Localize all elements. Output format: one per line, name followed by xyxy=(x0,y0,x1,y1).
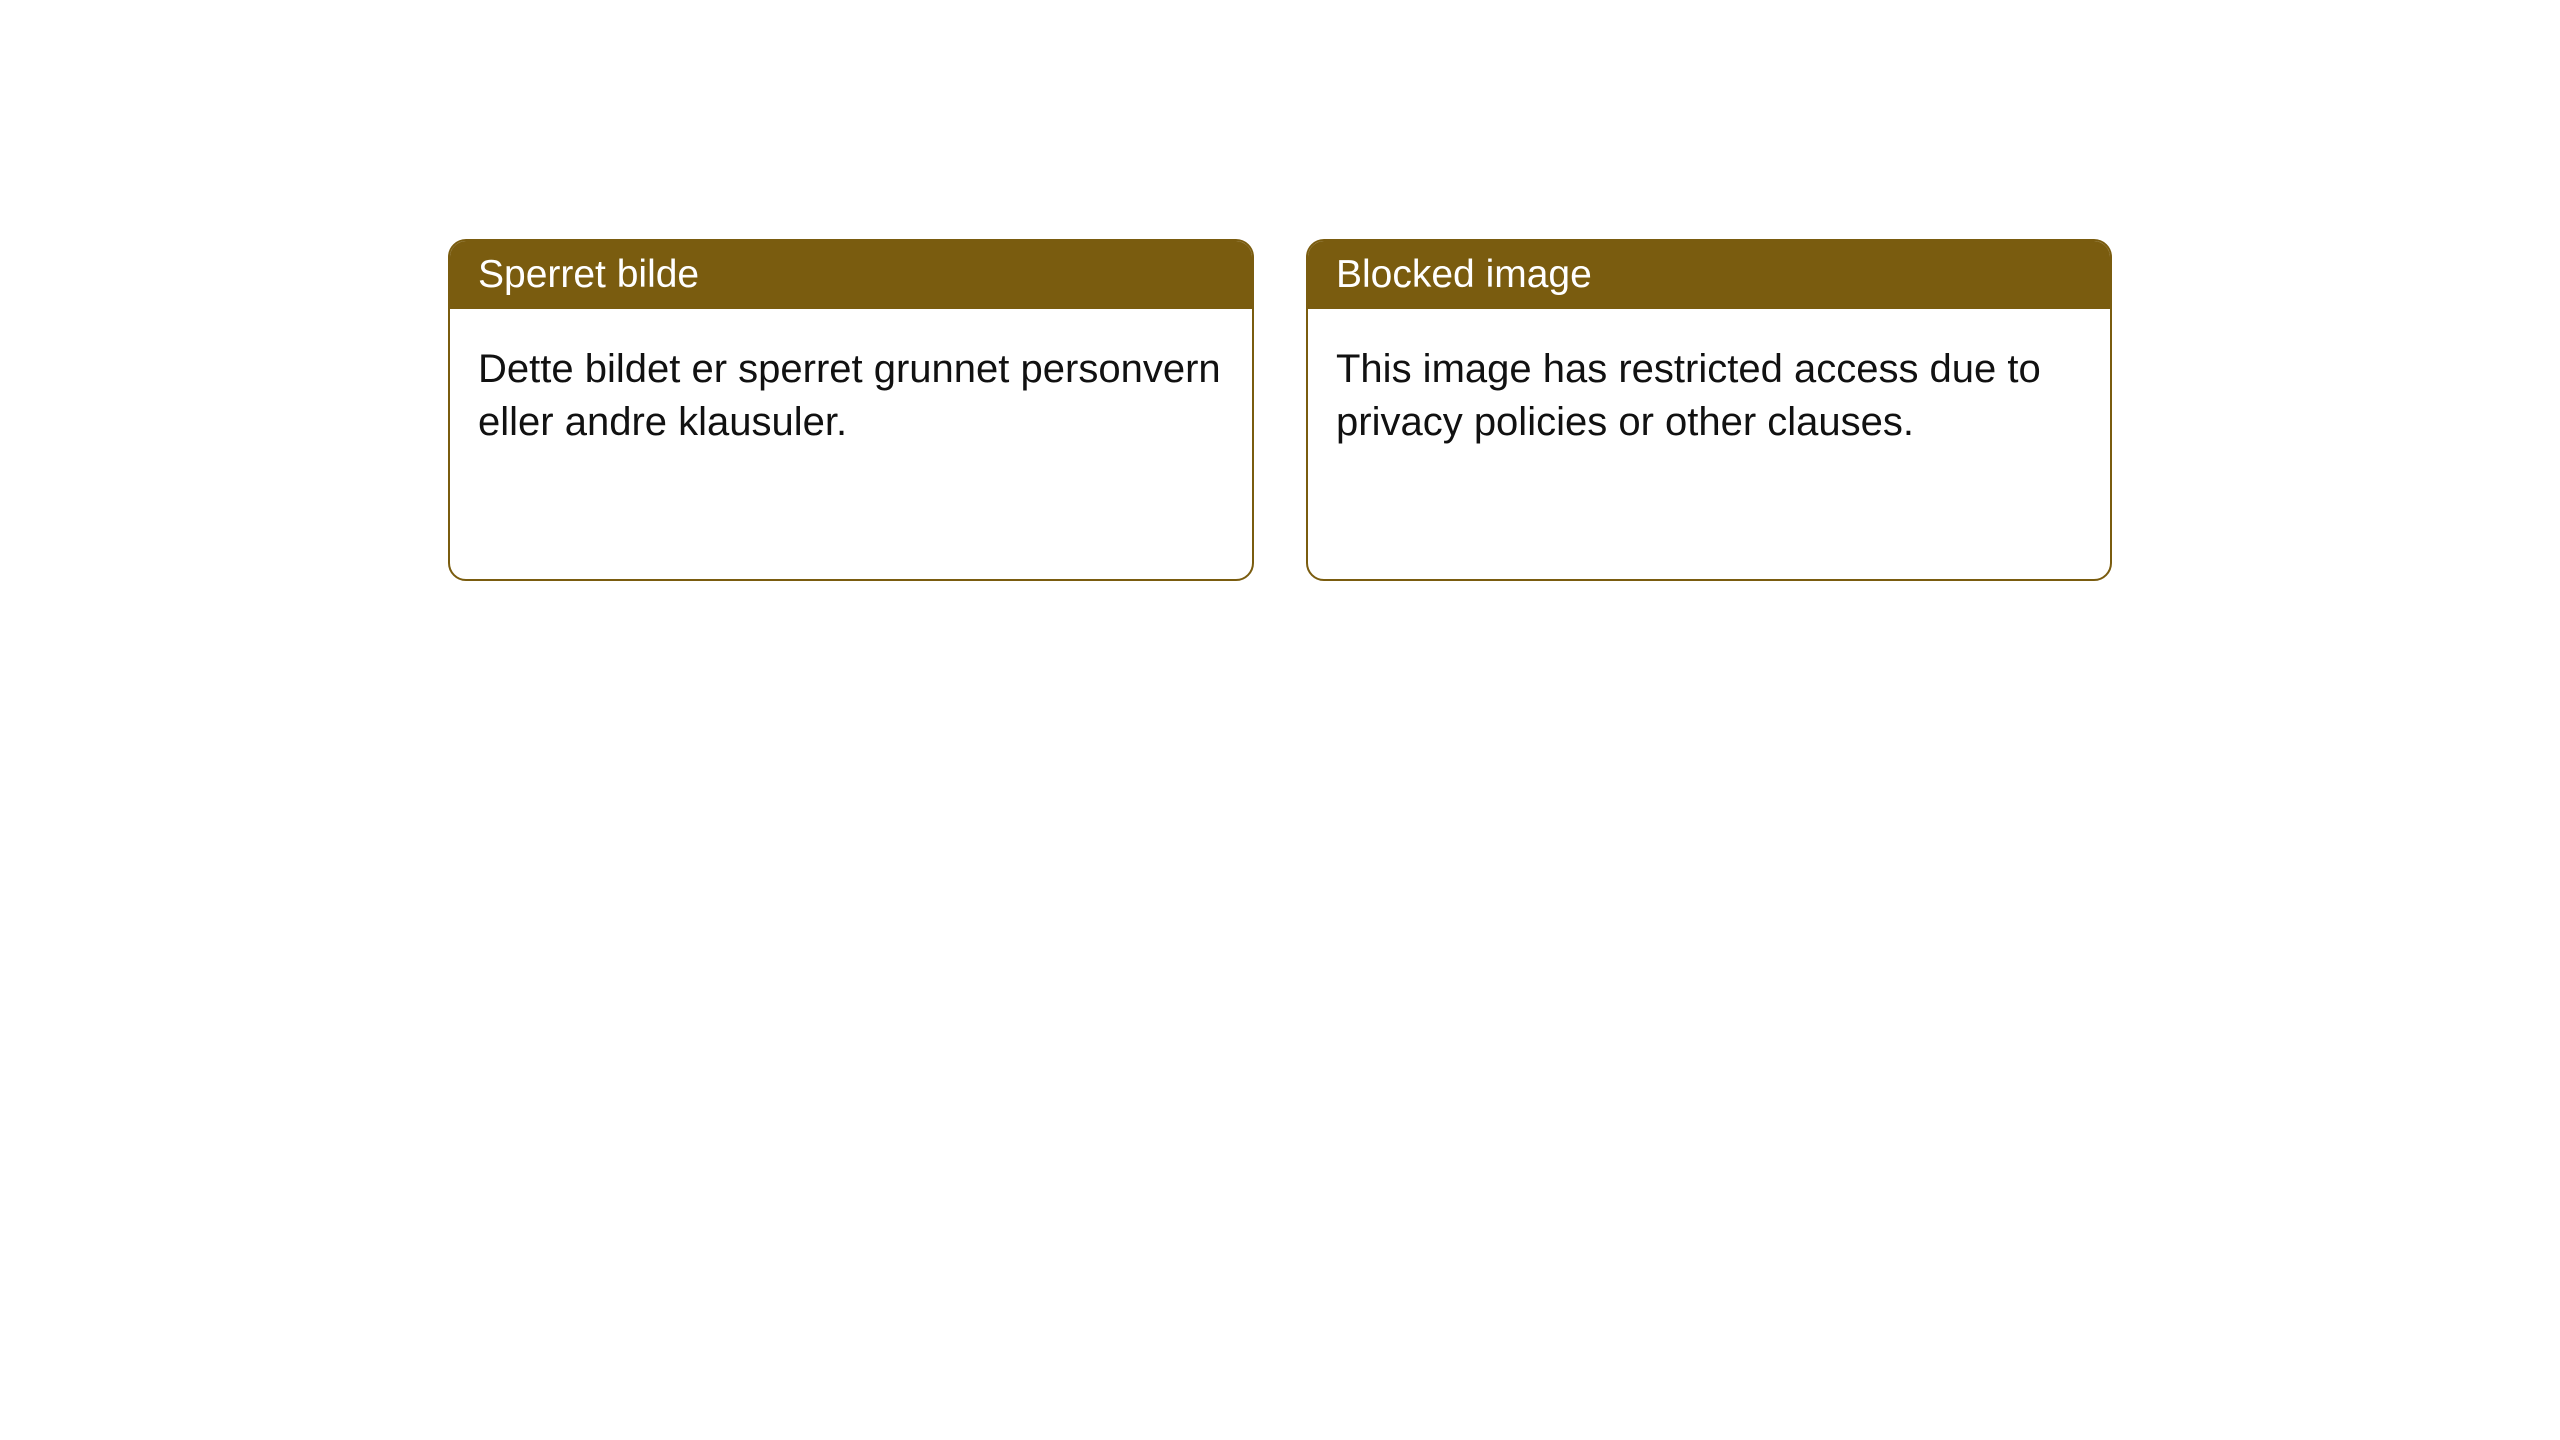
notice-title: Sperret bilde xyxy=(478,253,699,296)
notice-body: Dette bildet er sperret grunnet personve… xyxy=(450,309,1252,579)
notice-message: Dette bildet er sperret grunnet personve… xyxy=(478,347,1221,444)
notice-container: Sperret bilde Dette bildet er sperret gr… xyxy=(0,0,2560,581)
notice-message: This image has restricted access due to … xyxy=(1336,347,2041,444)
notice-card-english: Blocked image This image has restricted … xyxy=(1306,239,2112,581)
notice-header: Blocked image xyxy=(1308,241,2110,309)
notice-body: This image has restricted access due to … xyxy=(1308,309,2110,579)
notice-title: Blocked image xyxy=(1336,253,1592,296)
notice-header: Sperret bilde xyxy=(450,241,1252,309)
notice-card-norwegian: Sperret bilde Dette bildet er sperret gr… xyxy=(448,239,1254,581)
